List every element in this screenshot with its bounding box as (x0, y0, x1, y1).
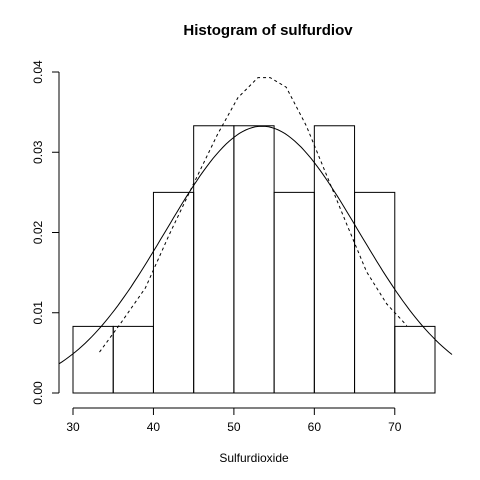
histogram-bar-7 (313, 125, 356, 394)
histogram-bar-5 (233, 125, 275, 394)
normal-curve (58, 125, 453, 365)
y-axis: 0.00 0.01 0.02 0.03 0.04 (31, 60, 60, 405)
histogram-bar-9 (394, 325, 436, 394)
histogram-bar-4 (193, 125, 235, 394)
y-tick-label: 0.03 (31, 140, 45, 164)
kernel-density (99, 77, 408, 353)
histogram-bar-2 (112, 325, 154, 394)
y-tick-label: 0.01 (31, 301, 45, 325)
x-tick-label: 70 (388, 420, 402, 434)
x-tick-label: 60 (308, 420, 322, 434)
histogram-bar-3 (152, 191, 195, 394)
histogram-bar-8 (354, 191, 396, 394)
histogram-bar-6 (273, 191, 315, 394)
curves (58, 77, 453, 365)
x-tick-label: 50 (227, 420, 241, 434)
y-tick-label: 0.02 (31, 220, 45, 244)
histogram-bars (72, 125, 436, 394)
x-axis: 30 40 50 60 70 (66, 407, 402, 434)
x-axis-label: Sulfurdioxide (219, 451, 289, 465)
x-tick-label: 40 (147, 420, 161, 434)
y-tick-label: 0.00 (31, 381, 45, 405)
y-tick-label: 0.04 (31, 60, 45, 84)
histogram-bar-1 (72, 325, 114, 394)
chart-title: Histogram of sulfurdiov (183, 22, 353, 39)
x-tick-label: 30 (66, 420, 80, 434)
